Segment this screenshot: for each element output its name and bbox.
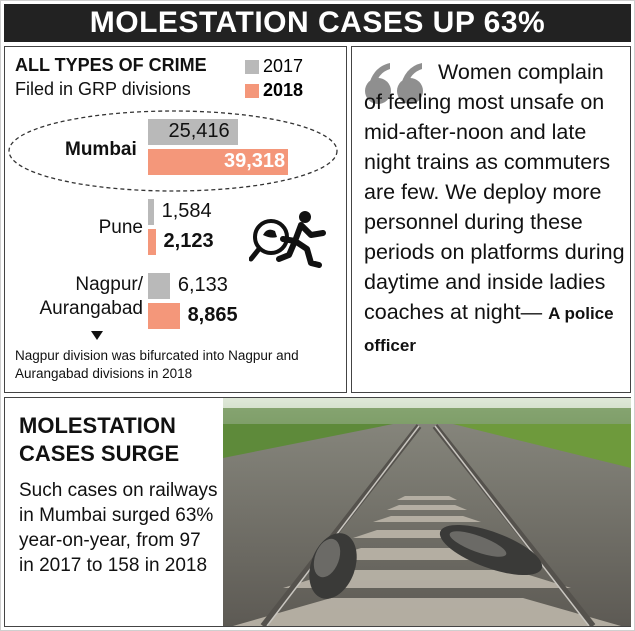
section-text: Such cases on railways in Mumbai surged … bbox=[19, 480, 218, 576]
value-label-2018-2: 8,865 bbox=[187, 304, 238, 326]
chart-bars: 25,416 39,318 1,584 2,123 6,133 8,865 bbox=[5, 47, 348, 347]
railway-track-photo bbox=[223, 398, 631, 626]
legend-swatch-2018 bbox=[245, 83, 259, 98]
category-label-nagpur-aurangabad: Nagpur/ Aurangabad bbox=[39, 274, 143, 319]
quote-mark-icon bbox=[365, 63, 423, 104]
value-label-2017-1: 1,584 bbox=[161, 200, 212, 222]
quote-text: Women complain of feeling most unsafe on… bbox=[364, 60, 625, 324]
triangle-down-icon bbox=[91, 331, 103, 340]
legend-swatch-2017 bbox=[245, 59, 259, 74]
legend-item-2017: 2017 bbox=[245, 56, 303, 77]
value-label-2017-0: 25,416 bbox=[168, 120, 230, 142]
value-label-2018-0: 39,318 bbox=[224, 150, 286, 172]
quote-attribution: A police officer bbox=[364, 304, 614, 355]
mumbai-highlight-ellipse bbox=[8, 110, 338, 192]
chart-panel: ALL TYPES OF CRIME Filed in GRP division… bbox=[4, 46, 347, 393]
legend-item-2018: 2018 bbox=[245, 80, 303, 101]
quote-panel: Women complain of feeling most unsafe on… bbox=[351, 46, 631, 393]
legend-label-2017: 2017 bbox=[263, 56, 304, 76]
bar-2017-1 bbox=[148, 199, 154, 225]
category-label-mumbai: Mumbai bbox=[65, 139, 137, 160]
section-title: MOLESTATION CASES SURGE bbox=[19, 413, 180, 466]
bar-2017-0 bbox=[148, 119, 239, 145]
bar-2017-2 bbox=[148, 273, 170, 299]
bar-2018-1 bbox=[148, 229, 156, 255]
chart-title: ALL TYPES OF CRIME bbox=[15, 55, 207, 75]
banner-title: MOLESTATION CASES UP 63% bbox=[4, 4, 631, 42]
legend-label-2018: 2018 bbox=[263, 80, 304, 100]
chart-footnote: Nagpur division was bifurcated into Nagp… bbox=[15, 348, 299, 381]
value-label-2017-2: 6,133 bbox=[177, 274, 228, 296]
chart-subtitle: Filed in GRP divisions bbox=[15, 79, 191, 99]
quote-block: Women complain of feeling most unsafe on… bbox=[364, 57, 626, 361]
railway-track-image bbox=[223, 398, 631, 626]
bar-2018-2 bbox=[148, 303, 180, 329]
bar-2018-0 bbox=[148, 149, 288, 175]
bottom-panel: MOLESTATION CASES SURGE Such cases on ra… bbox=[4, 397, 631, 627]
category-label-pune: Pune bbox=[98, 217, 143, 238]
value-label-2018-1: 2,123 bbox=[163, 230, 214, 252]
magnifier-thief-icon bbox=[249, 211, 326, 268]
